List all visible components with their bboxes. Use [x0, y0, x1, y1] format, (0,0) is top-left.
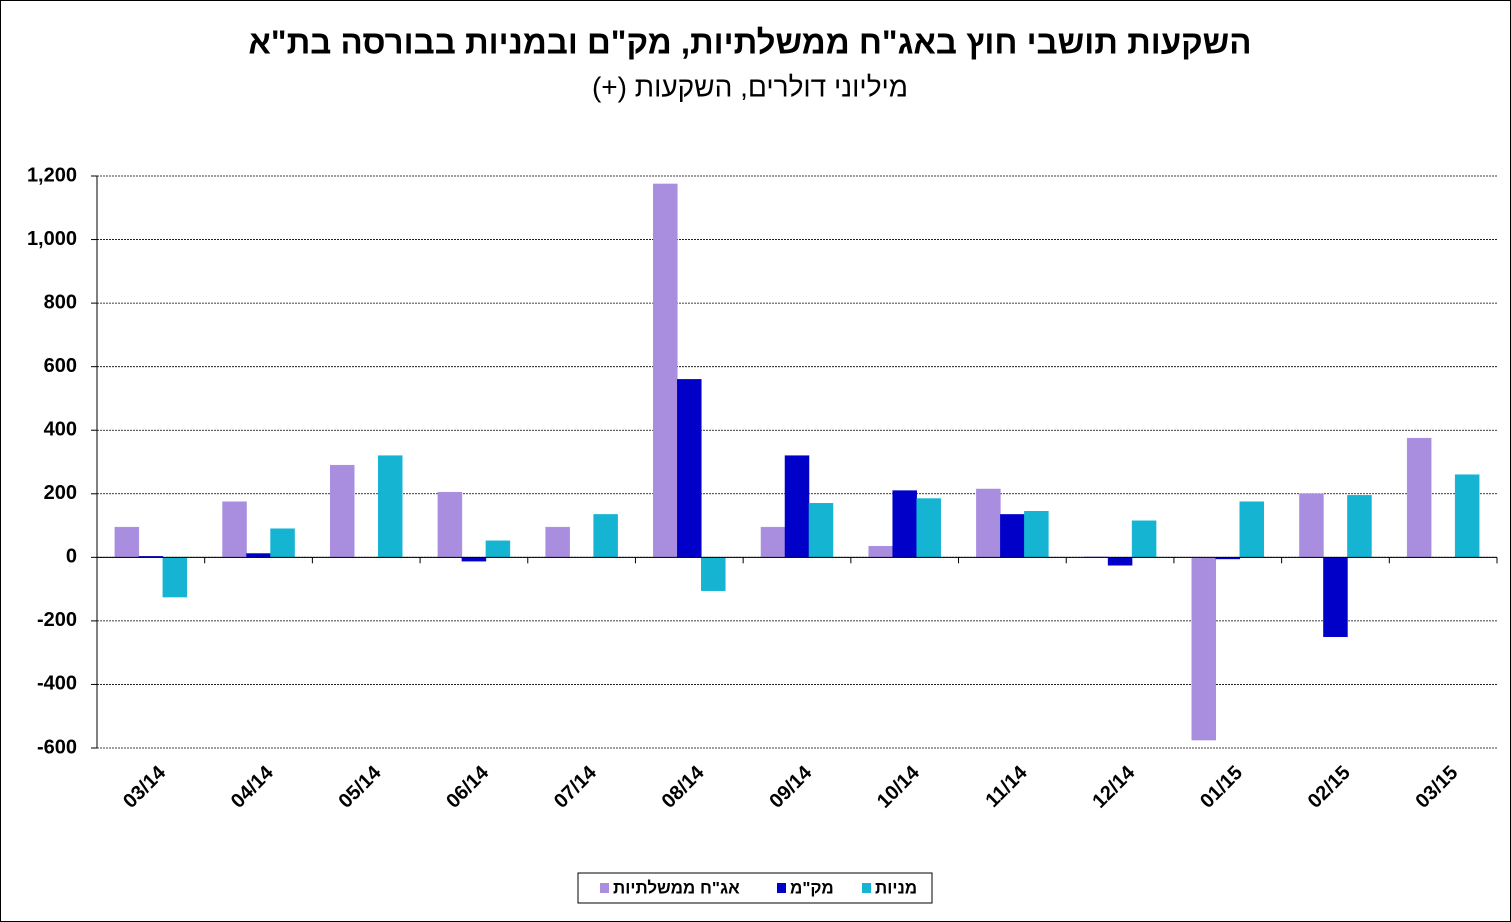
bar — [114, 526, 140, 558]
y-tick-label: 1,200 — [27, 164, 77, 186]
bar — [808, 503, 834, 558]
bar — [677, 379, 702, 558]
y-tick-label: 200 — [44, 482, 77, 504]
bar — [270, 528, 295, 558]
bar — [377, 455, 403, 558]
y-tick-label: 800 — [44, 291, 77, 313]
bar — [1323, 557, 1348, 638]
legend-label: מניות — [875, 878, 917, 897]
bar — [437, 491, 463, 558]
bar — [1406, 437, 1432, 558]
y-tick-label: -400 — [37, 673, 77, 695]
chart-title: השקעות תושבי חוץ באג"ח ממשלתיות, מק"ם וב… — [248, 24, 1251, 61]
bar — [593, 514, 618, 558]
bar — [485, 540, 511, 558]
bar — [892, 490, 917, 558]
bar — [329, 464, 355, 558]
bar — [246, 553, 271, 558]
legend-label: מק"מ — [790, 878, 834, 897]
y-tick-label: 400 — [44, 419, 77, 441]
bar — [1000, 514, 1025, 558]
bar — [222, 501, 247, 558]
legend-swatch — [777, 883, 786, 893]
bar — [1191, 557, 1217, 741]
bar — [162, 557, 188, 598]
bar — [784, 455, 810, 558]
bar — [1454, 474, 1480, 558]
bar — [1347, 495, 1372, 558]
chart-subtitle: מיליוני דולרים, השקעות (+) — [592, 71, 908, 102]
y-tick-label: -600 — [37, 736, 77, 758]
bar — [976, 488, 1001, 558]
legend-box — [577, 872, 933, 904]
bar — [916, 498, 941, 558]
bar — [653, 183, 678, 558]
legend-swatch — [862, 883, 871, 893]
bar — [1131, 520, 1157, 558]
y-tick-label: 600 — [44, 355, 77, 377]
bar — [1024, 511, 1049, 558]
y-tick-label: 1,000 — [27, 228, 77, 250]
legend-label: אג"ח ממשלתיות — [613, 878, 740, 897]
legend-swatch — [600, 883, 609, 893]
bar — [545, 526, 570, 558]
y-tick-label: 0 — [66, 546, 77, 568]
bar — [868, 545, 893, 558]
bar — [1299, 493, 1324, 558]
bar — [760, 526, 786, 558]
y-tick-label: -200 — [37, 609, 77, 631]
bar — [701, 557, 726, 591]
bar — [1107, 557, 1133, 566]
bar — [1239, 501, 1265, 558]
bar — [461, 557, 487, 562]
